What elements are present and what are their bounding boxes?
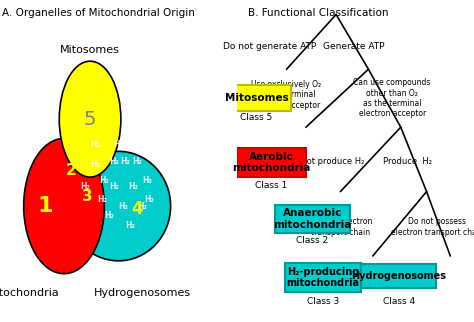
Ellipse shape bbox=[24, 138, 104, 274]
Text: 3: 3 bbox=[82, 189, 93, 204]
Text: Mitosomes: Mitosomes bbox=[60, 45, 120, 55]
Text: Mitosomes: Mitosomes bbox=[225, 93, 288, 103]
Text: Hydrogenosomes: Hydrogenosomes bbox=[351, 271, 446, 281]
Text: 5: 5 bbox=[84, 109, 96, 129]
Text: Produce  H₂: Produce H₂ bbox=[383, 156, 432, 166]
Text: H₂: H₂ bbox=[81, 182, 90, 191]
Text: H₂: H₂ bbox=[97, 195, 107, 204]
Text: B. Functional Classification: B. Functional Classification bbox=[248, 8, 388, 18]
FancyBboxPatch shape bbox=[361, 264, 436, 288]
Text: Hydrogenosomes: Hydrogenosomes bbox=[94, 288, 191, 298]
Text: H₂: H₂ bbox=[121, 156, 130, 166]
FancyBboxPatch shape bbox=[222, 85, 291, 111]
Text: Use exclusively O₂
as the terminal
electron acceptor: Use exclusively O₂ as the terminal elect… bbox=[252, 80, 322, 110]
Text: Anaerobic
mitochondria: Anaerobic mitochondria bbox=[273, 208, 352, 230]
Text: 4: 4 bbox=[132, 200, 143, 218]
Text: Do not generate ATP: Do not generate ATP bbox=[223, 42, 316, 51]
FancyBboxPatch shape bbox=[237, 148, 306, 177]
Text: Class 4: Class 4 bbox=[383, 297, 415, 306]
Text: H₂: H₂ bbox=[126, 221, 135, 230]
Text: H₂: H₂ bbox=[100, 176, 109, 185]
Text: Generate ATP: Generate ATP bbox=[323, 42, 384, 51]
Text: H₂: H₂ bbox=[114, 140, 123, 149]
Text: Class 5: Class 5 bbox=[240, 113, 273, 122]
Text: Class 3: Class 3 bbox=[307, 297, 339, 306]
Text: Possess electron
transport chain: Possess electron transport chain bbox=[309, 217, 372, 237]
Text: Can use compounds
other than O₂
as the terminal
electron acceptor: Can use compounds other than O₂ as the t… bbox=[354, 78, 431, 118]
Text: H₂: H₂ bbox=[109, 156, 118, 166]
Text: H₂: H₂ bbox=[90, 140, 100, 149]
Text: 1: 1 bbox=[37, 196, 53, 216]
Text: H₂: H₂ bbox=[145, 195, 154, 204]
Text: H₂: H₂ bbox=[133, 156, 142, 166]
Ellipse shape bbox=[66, 151, 171, 261]
Text: H₂: H₂ bbox=[142, 176, 152, 185]
Text: Aerobic
mitochondria: Aerobic mitochondria bbox=[232, 152, 310, 174]
FancyBboxPatch shape bbox=[275, 205, 350, 233]
Text: H₂: H₂ bbox=[137, 202, 147, 211]
Text: Class 2: Class 2 bbox=[296, 236, 328, 245]
Text: H₂: H₂ bbox=[90, 160, 100, 169]
Text: H₂-producing
mitochondria: H₂-producing mitochondria bbox=[287, 267, 360, 289]
Text: Class 1: Class 1 bbox=[255, 181, 288, 190]
Text: Do not produce H₂: Do not produce H₂ bbox=[287, 156, 364, 166]
Text: Mitochondria: Mitochondria bbox=[0, 288, 60, 298]
Text: Do not possess
electron transport chain: Do not possess electron transport chain bbox=[391, 217, 474, 237]
Text: H₂: H₂ bbox=[109, 182, 118, 191]
Text: 2: 2 bbox=[66, 163, 76, 178]
Ellipse shape bbox=[59, 61, 121, 177]
FancyBboxPatch shape bbox=[285, 263, 361, 292]
Text: H₂: H₂ bbox=[118, 202, 128, 211]
Text: A. Organelles of Mitochondrial Origin: A. Organelles of Mitochondrial Origin bbox=[2, 8, 195, 18]
Text: H₂: H₂ bbox=[104, 211, 114, 220]
Text: H₂: H₂ bbox=[128, 182, 137, 191]
